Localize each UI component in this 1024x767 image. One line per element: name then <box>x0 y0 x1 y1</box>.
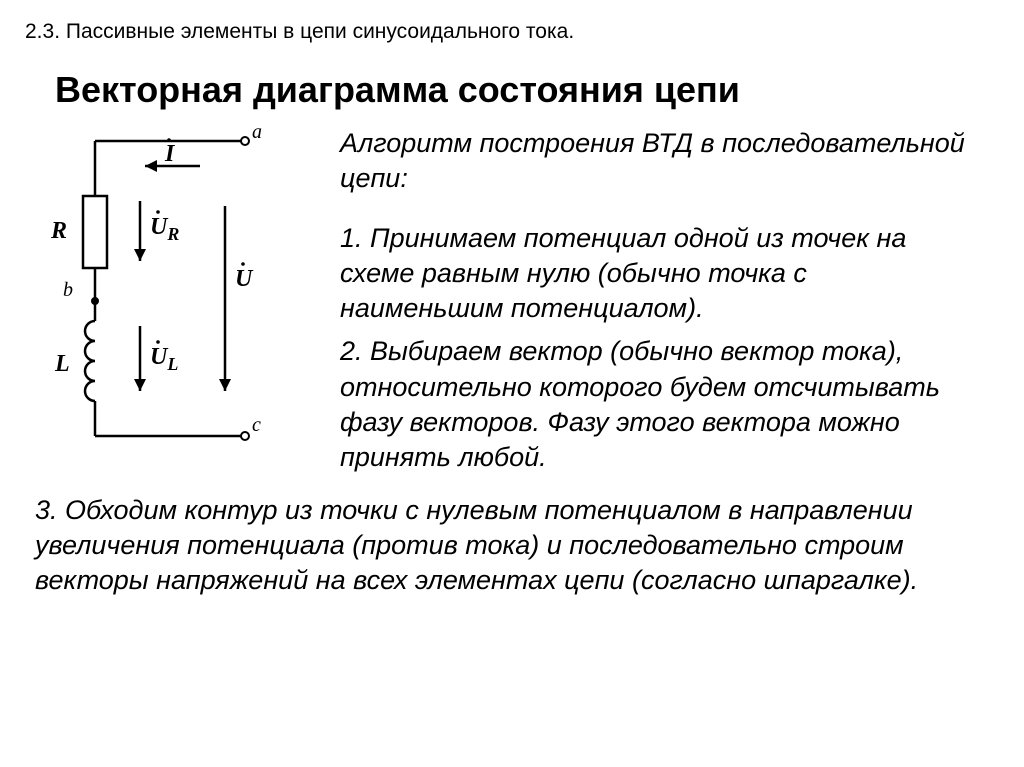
ul-label: UL <box>150 344 178 374</box>
node-b-label: b <box>63 279 73 301</box>
current-label: I <box>164 141 176 167</box>
step-2: 2. Выбираем вектор (обычно вектор тока),… <box>340 334 974 474</box>
step-3: 3. Обходим контур из точки с нулевым пот… <box>25 493 999 598</box>
inductor-label: L <box>54 351 70 377</box>
page-title: Векторная диаграмма состояния цепи <box>55 69 999 111</box>
algorithm-intro: Алгоритм построения ВТД в последовательн… <box>340 126 974 196</box>
u-label: U <box>235 266 254 292</box>
circuit-diagram-column: a I R b UR L <box>25 126 325 471</box>
ur-label: UR <box>150 214 179 244</box>
circuit-diagram: a I R b UR L <box>45 126 275 466</box>
section-header: 2.3. Пассивные элементы в цепи синусоида… <box>25 20 999 44</box>
resistor-label: R <box>50 218 67 244</box>
step-1: 1. Принимаем потенциал одной из точек на… <box>340 221 974 326</box>
content-row: a I R b UR L <box>25 126 999 483</box>
node-a-label: a <box>252 126 262 143</box>
node-c-label: c <box>252 414 261 436</box>
algorithm-text-column: Алгоритм построения ВТД в последовательн… <box>325 126 999 483</box>
